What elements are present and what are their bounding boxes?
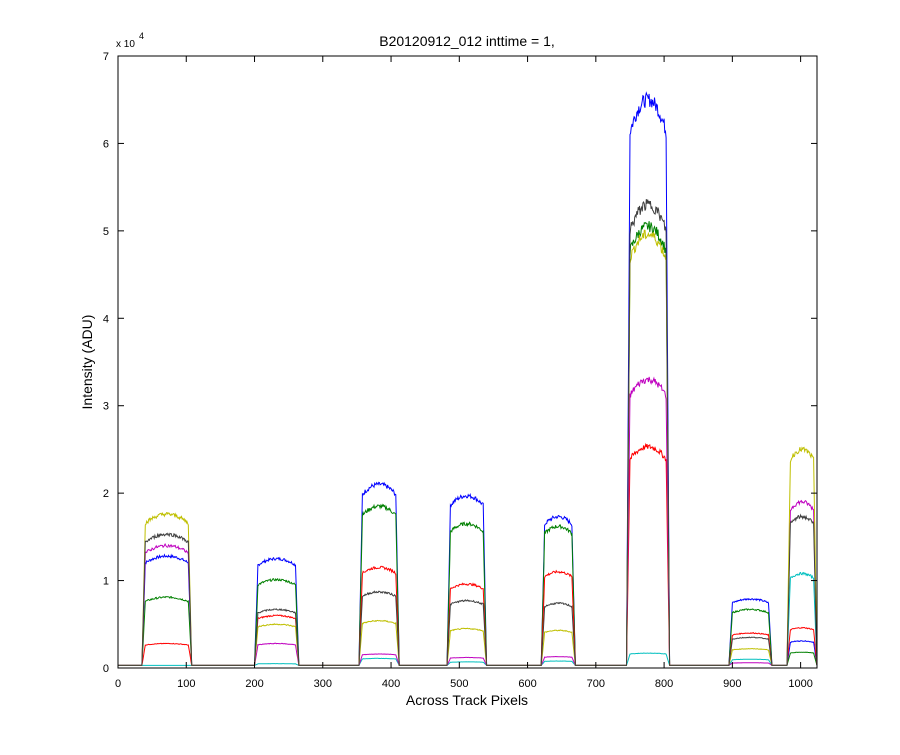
y-tick-label: 6: [103, 138, 109, 150]
x-axis-label: Across Track Pixels: [406, 692, 528, 708]
series-line: [118, 199, 818, 666]
chart-title: B20120912_012 inttime = 1,: [379, 33, 555, 49]
y-tick-label: 4: [103, 313, 109, 325]
x-tick-label: 200: [245, 678, 263, 690]
x-tick-label: 300: [314, 678, 332, 690]
y-axis-label: Intensity (ADU): [79, 315, 95, 410]
x-tick-label: 800: [655, 678, 673, 690]
axes-box: [117, 55, 818, 669]
series-layer: [118, 91, 818, 666]
x-tick-label: 1000: [788, 678, 812, 690]
y-tick-label: 7: [103, 51, 109, 63]
y-exponent-label: x 10: [116, 39, 135, 50]
y-exponent-power: 4: [139, 31, 144, 41]
plot-area: [118, 56, 817, 668]
x-tick-label: 500: [450, 678, 468, 690]
tick-layer: 0 100 200 300 400 500 600 700 800 900 1000 0 1 2 3 4 5 6 7: [103, 51, 817, 690]
x-tick-label: 600: [518, 678, 536, 690]
y-tick-label: 0: [103, 663, 109, 675]
x-tick-label: 400: [382, 678, 400, 690]
y-tick-label: 2: [103, 488, 109, 500]
x-tick-label: 900: [723, 678, 741, 690]
y-tick-label: 1: [103, 576, 109, 588]
x-tick-label: 100: [177, 678, 195, 690]
x-tick-label: 700: [587, 678, 605, 690]
y-tick-label: 5: [103, 226, 109, 238]
y-tick-label: 3: [103, 401, 109, 413]
x-tick-label: 0: [115, 678, 121, 690]
